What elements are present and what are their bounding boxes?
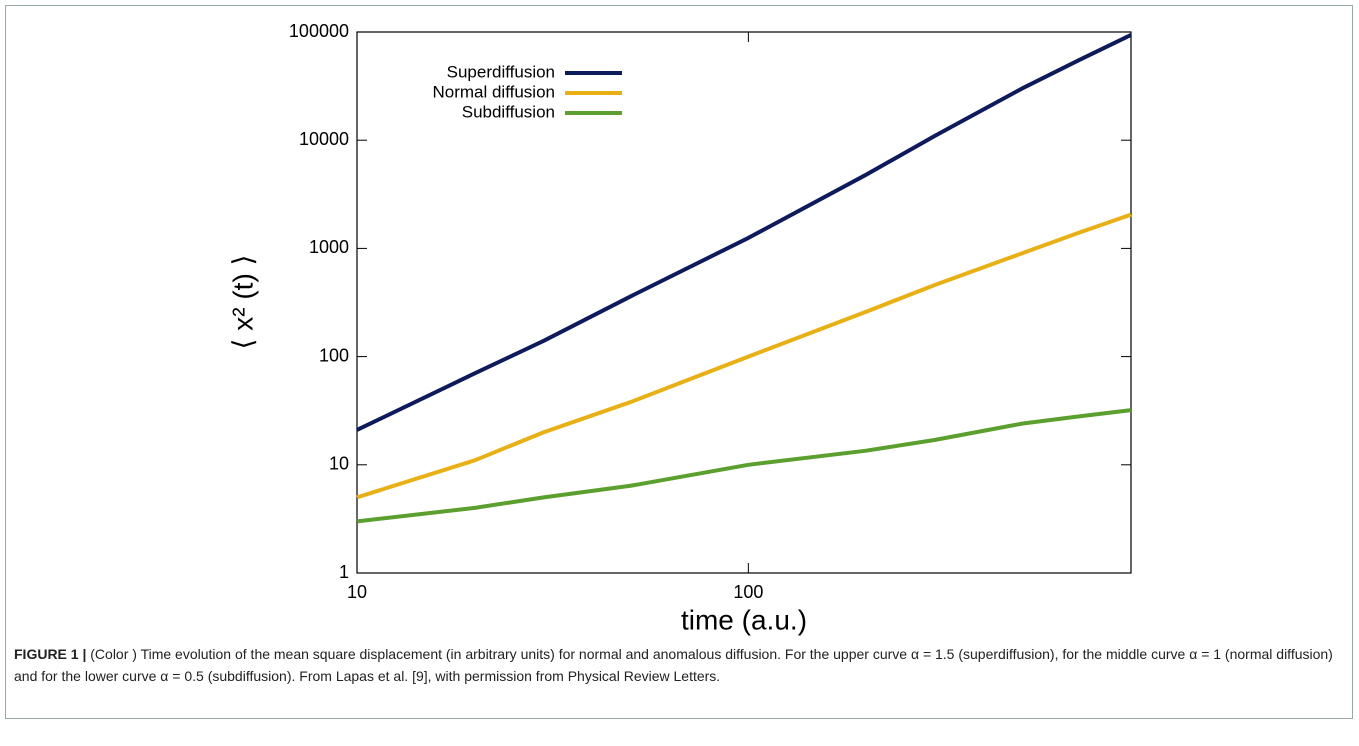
figure-frame: [5, 5, 1353, 719]
caption-label: FIGURE 1 |: [14, 646, 87, 662]
x-tick-label: 10: [347, 582, 367, 602]
y-tick-label: 10: [329, 454, 349, 474]
plot-frame: [356, 31, 1132, 574]
y-tick-label: 100: [319, 345, 349, 365]
caption-text: (Color ) Time evolution of the mean squa…: [14, 646, 1333, 684]
y-tick-label: 1: [339, 562, 349, 582]
y-tick-label: 10000: [299, 129, 349, 149]
y-tick-label: 100000: [289, 21, 349, 41]
x-tick-label: 100: [733, 582, 763, 602]
legend-label: Subdiffusion: [462, 102, 555, 121]
series-line: [356, 33, 1132, 432]
y-tick-label: 1000: [309, 237, 349, 257]
caption: FIGURE 1 | (Color ) Time evolution of th…: [14, 643, 1334, 687]
legend-label: Superdiffusion: [447, 62, 555, 81]
series-line: [356, 212, 1132, 500]
series-line: [356, 408, 1132, 524]
chart: time (a.u.) ⟨ x² (t) ⟩ 11010010001000010…: [227, 21, 1132, 635]
y-axis-label: ⟨ x² (t) ⟩: [227, 255, 258, 350]
legend-label: Normal diffusion: [432, 82, 555, 101]
x-axis-label: time (a.u.): [681, 604, 807, 635]
